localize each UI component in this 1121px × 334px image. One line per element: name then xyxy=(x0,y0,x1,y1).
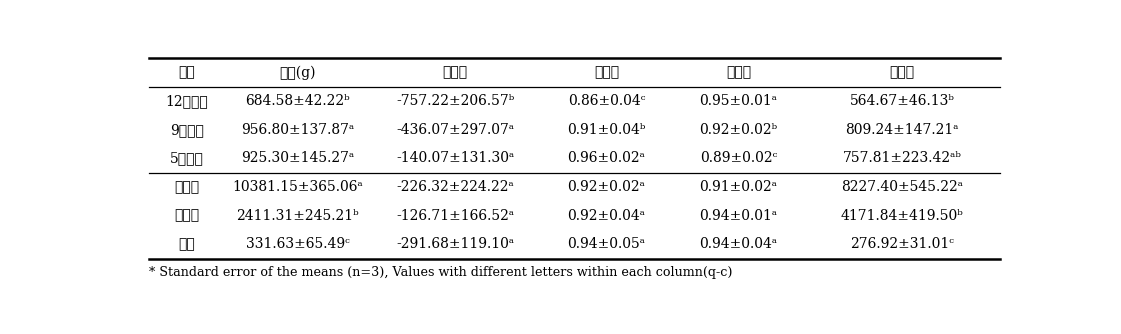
Text: -436.07±297.07ᵃ: -436.07±297.07ᵃ xyxy=(396,123,515,137)
Text: 276.92±31.01ᶜ: 276.92±31.01ᶜ xyxy=(851,237,954,252)
Text: 0.95±0.01ᵃ: 0.95±0.01ᵃ xyxy=(700,94,777,108)
Text: 0.92±0.02ᵇ: 0.92±0.02ᵇ xyxy=(700,123,778,137)
Text: 0.94±0.04ᵃ: 0.94±0.04ᵃ xyxy=(700,237,778,252)
Text: 0.91±0.02ᵃ: 0.91±0.02ᵃ xyxy=(700,180,777,194)
Text: -291.68±119.10ᵃ: -291.68±119.10ᵃ xyxy=(396,237,515,252)
Text: 0.92±0.02ᵃ: 0.92±0.02ᵃ xyxy=(567,180,646,194)
Text: -757.22±206.57ᵇ: -757.22±206.57ᵇ xyxy=(396,94,515,108)
Text: -226.32±224.22ᵃ: -226.32±224.22ᵃ xyxy=(397,180,515,194)
Text: 시료: 시료 xyxy=(178,65,195,79)
Text: 9분돈미: 9분돈미 xyxy=(170,123,204,137)
Text: 0.96±0.02ᵃ: 0.96±0.02ᵃ xyxy=(567,151,646,165)
Text: 956.80±137.87ᵃ: 956.80±137.87ᵃ xyxy=(241,123,354,137)
Text: 12분돈미: 12분돈미 xyxy=(166,94,209,108)
Text: 장립종: 장립종 xyxy=(175,209,200,223)
Text: 757.81±223.42ᵃᵇ: 757.81±223.42ᵃᵇ xyxy=(843,151,962,165)
Text: 0.91±0.04ᵇ: 0.91±0.04ᵇ xyxy=(567,123,646,137)
Text: 2411.31±245.21ᵇ: 2411.31±245.21ᵇ xyxy=(237,209,359,223)
Text: 썸힘성: 썸힘성 xyxy=(890,65,915,79)
Text: 8227.40±545.22ᵃ: 8227.40±545.22ᵃ xyxy=(841,180,963,194)
Text: 925.30±145.27ᵃ: 925.30±145.27ᵃ xyxy=(241,151,354,165)
Text: 고아미: 고아미 xyxy=(175,180,200,194)
Text: * Standard error of the means (n=3), Values with different letters within each c: * Standard error of the means (n=3), Val… xyxy=(149,267,732,280)
Text: 찫쁘: 찫쁘 xyxy=(178,237,195,252)
Text: 0.94±0.01ᵃ: 0.94±0.01ᵃ xyxy=(700,209,778,223)
Text: 564.67±46.13ᵇ: 564.67±46.13ᵇ xyxy=(850,94,955,108)
Text: 부착성: 부착성 xyxy=(443,65,467,79)
Text: 684.58±42.22ᵇ: 684.58±42.22ᵇ xyxy=(245,94,350,108)
Text: 331.63±65.49ᶜ: 331.63±65.49ᶜ xyxy=(245,237,350,252)
Text: 0.94±0.05ᵃ: 0.94±0.05ᵃ xyxy=(567,237,646,252)
Text: -140.07±131.30ᵃ: -140.07±131.30ᵃ xyxy=(396,151,515,165)
Text: 10381.15±365.06ᵃ: 10381.15±365.06ᵃ xyxy=(232,180,363,194)
Text: 응집성: 응집성 xyxy=(725,65,751,79)
Text: 4171.84±419.50ᵇ: 4171.84±419.50ᵇ xyxy=(841,209,964,223)
Text: 5분돈미: 5분돈미 xyxy=(170,151,204,165)
Text: 0.86±0.04ᶜ: 0.86±0.04ᶜ xyxy=(567,94,646,108)
Text: 탄력성: 탄력성 xyxy=(594,65,619,79)
Text: 0.89±0.02ᶜ: 0.89±0.02ᶜ xyxy=(700,151,777,165)
Text: 0.92±0.04ᵃ: 0.92±0.04ᵃ xyxy=(567,209,646,223)
Text: 809.24±147.21ᵃ: 809.24±147.21ᵃ xyxy=(845,123,960,137)
Text: -126.71±166.52ᵃ: -126.71±166.52ᵃ xyxy=(396,209,515,223)
Text: 경도(g): 경도(g) xyxy=(279,65,316,79)
